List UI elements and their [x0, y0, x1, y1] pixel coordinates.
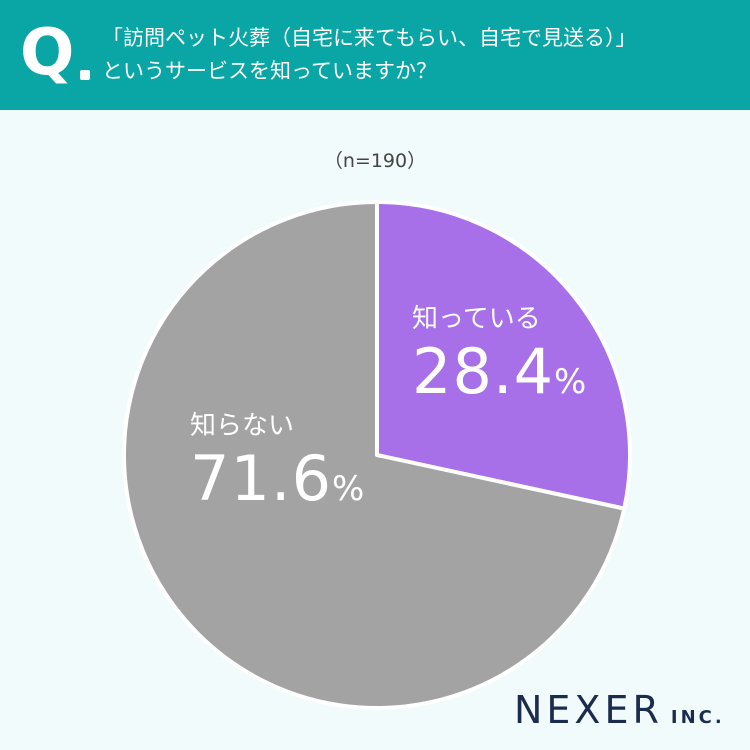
question-text-line1: 「訪問ペット火葬（自宅に来てもらい、自宅で見送る）」 — [102, 26, 637, 50]
slice-label-unknown: 知らない 71.6% — [190, 405, 364, 515]
slice-name-known: 知っている — [412, 304, 541, 334]
logo-main-text: NEXER — [514, 688, 663, 732]
slice-name-unknown: 知らない — [190, 411, 295, 441]
slice-unit-known: % — [554, 362, 587, 402]
slice-unit-unknown: % — [332, 469, 365, 509]
q-mark: Q — [20, 16, 75, 90]
sample-size-label: （n=190） — [323, 150, 427, 172]
q-dot-icon — [80, 70, 90, 80]
question-text-line2: というサービスを知っていますか？ — [102, 59, 437, 83]
pie-slice-known — [375, 200, 632, 511]
pie-slice-unknown — [122, 200, 627, 710]
slice-value-unknown: 71.6 — [190, 442, 333, 515]
company-logo: NEXER INC. — [514, 688, 725, 732]
logo-sub-text: INC. — [670, 707, 725, 728]
slice-value-known: 28.4 — [412, 335, 555, 408]
question-header: Q 「訪問ペット火葬（自宅に来てもらい、自宅で見送る）」 というサービスを知って… — [0, 0, 750, 110]
slice-label-known: 知っている 28.4% — [412, 298, 586, 408]
